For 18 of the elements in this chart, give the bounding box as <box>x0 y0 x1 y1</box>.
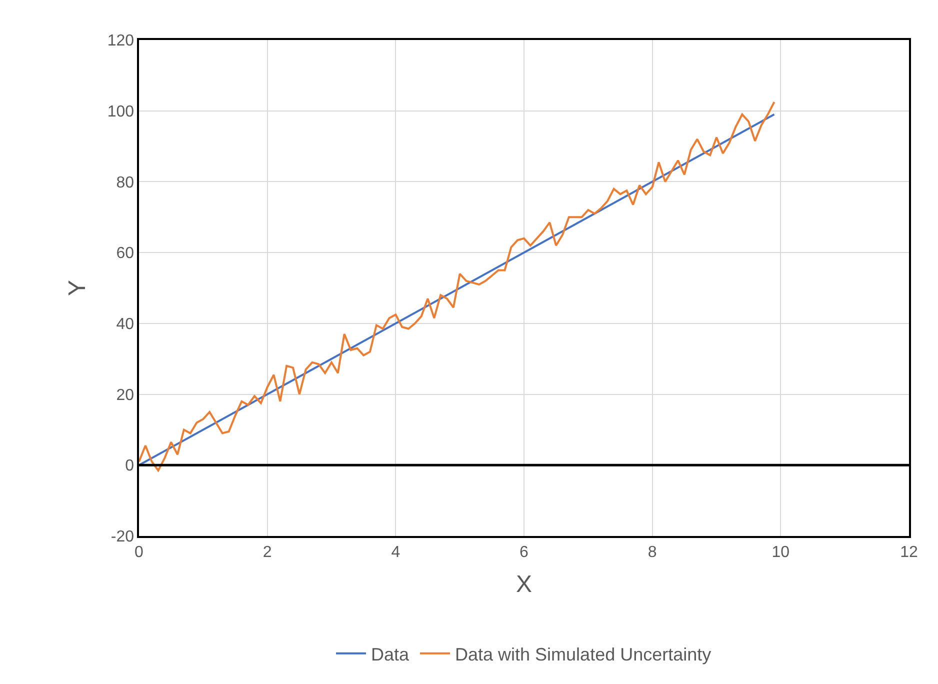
x-tick-label: 10 <box>772 544 790 561</box>
x-tick-label: 4 <box>391 544 400 561</box>
legend-label: Data with Simulated Uncertainty <box>455 644 712 664</box>
x-tick-label: 8 <box>648 544 657 561</box>
x-tick-label: 2 <box>262 544 272 561</box>
x-tick-label: 6 <box>520 544 529 561</box>
y-tick-label: 20 <box>116 386 134 404</box>
y-tick-label: -20 <box>110 528 134 546</box>
y-tick-label: 40 <box>116 316 134 334</box>
y-tick-label: 80 <box>116 174 134 192</box>
y-axis-title: Y <box>64 280 91 296</box>
y-tick-label: 0 <box>125 458 134 475</box>
y-tick-label: 60 <box>116 245 134 262</box>
x-axis-title: X <box>516 570 532 598</box>
legend-label: Data <box>371 644 410 664</box>
x-tick-label: 12 <box>900 544 918 561</box>
y-tick-label: 120 <box>107 32 134 50</box>
y-tick-label: 100 <box>107 103 134 120</box>
